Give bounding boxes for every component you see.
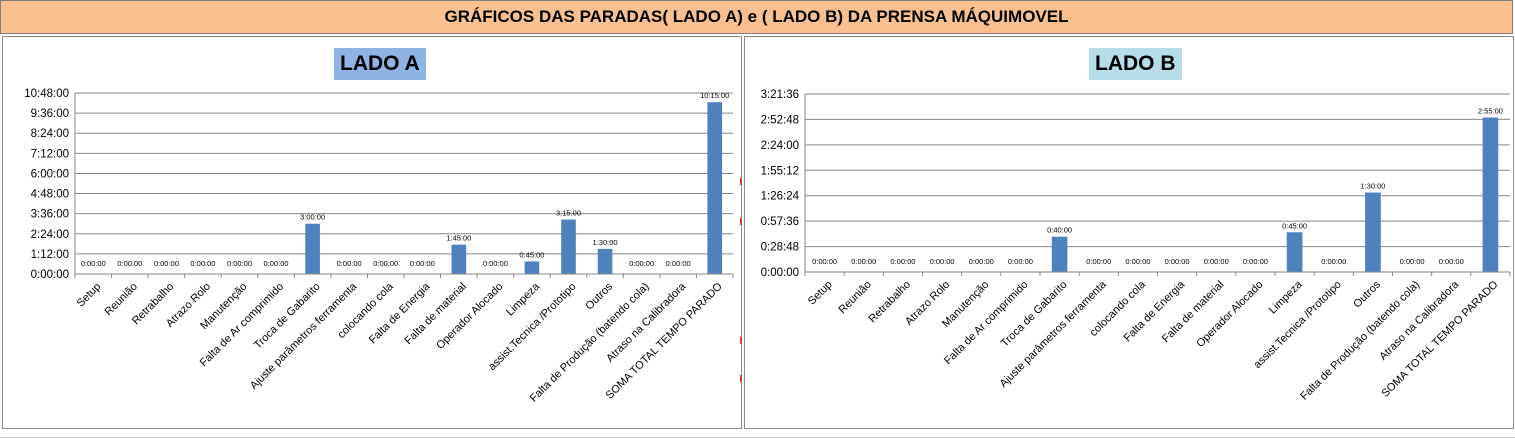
x-tick-label: Outros bbox=[583, 280, 615, 312]
data-label: 1:30:00 bbox=[593, 238, 618, 247]
data-label: 0:00:00 bbox=[1204, 257, 1229, 266]
data-label: 3:00:00 bbox=[300, 213, 325, 222]
data-label: 0:00:00 bbox=[373, 259, 398, 268]
data-label: 0:00:00 bbox=[410, 259, 435, 268]
bar bbox=[1365, 192, 1381, 272]
data-label: 0:00:00 bbox=[264, 259, 289, 268]
data-label: 0:00:00 bbox=[1125, 257, 1150, 266]
bar bbox=[1051, 236, 1068, 272]
data-label: 0:00:00 bbox=[337, 259, 362, 268]
bar bbox=[597, 248, 613, 274]
y-tick-label: 10:48:00 bbox=[24, 88, 69, 100]
red-marker bbox=[740, 218, 742, 225]
data-label: 0:00:00 bbox=[81, 259, 106, 268]
data-label: 2:55:00 bbox=[1478, 106, 1503, 115]
x-tick-label: Reunião bbox=[102, 281, 139, 318]
data-label: 0:00:00 bbox=[666, 259, 691, 268]
chart-title-lado-b: LADO B bbox=[1089, 48, 1182, 80]
y-tick-label: 7:12:00 bbox=[31, 148, 69, 160]
y-tick-label: 2:24:00 bbox=[761, 140, 799, 152]
y-tick-label: 0:57:36 bbox=[761, 216, 799, 228]
x-tick-label: Setup bbox=[75, 281, 104, 310]
data-label: 0:00:00 bbox=[969, 257, 994, 266]
page-title: GRÁFICOS DAS PARADAS( LADO A) e ( LADO B… bbox=[0, 0, 1513, 34]
red-marker bbox=[740, 375, 742, 382]
data-label: 0:45:00 bbox=[519, 250, 544, 259]
data-label: 10:15:00 bbox=[700, 91, 729, 100]
y-tick-label: 1:26:24 bbox=[761, 191, 800, 203]
bar bbox=[707, 102, 723, 274]
x-tick-label: Limpeza bbox=[1267, 278, 1306, 317]
y-tick-label: 1:12:00 bbox=[31, 249, 69, 261]
data-label: 0:00:00 bbox=[1086, 257, 1111, 266]
data-label: 0:00:00 bbox=[1165, 257, 1190, 266]
data-label: 0:00:00 bbox=[1008, 257, 1033, 266]
bar bbox=[1482, 117, 1499, 272]
x-tick-label: Troca de Gabarito bbox=[999, 279, 1070, 350]
divider bbox=[0, 437, 1515, 438]
y-tick-label: 3:21:36 bbox=[761, 89, 799, 101]
bar bbox=[1286, 232, 1303, 272]
y-tick-label: 8:24:00 bbox=[31, 128, 69, 140]
data-label: 0:00:00 bbox=[190, 259, 215, 268]
data-label: 0:40:00 bbox=[1047, 226, 1072, 235]
data-label: 0:00:00 bbox=[483, 259, 508, 268]
chart-title-lado-a: LADO A bbox=[334, 48, 426, 80]
data-label: 0:00:00 bbox=[812, 257, 837, 266]
red-marker bbox=[740, 337, 742, 344]
y-tick-label: 2:24:00 bbox=[31, 229, 69, 241]
data-label: 0:00:00 bbox=[227, 259, 252, 268]
x-tick-label: Outros bbox=[1351, 278, 1383, 310]
red-marker bbox=[740, 178, 742, 185]
data-label: 0:00:00 bbox=[890, 257, 915, 266]
y-tick-label: 9:36:00 bbox=[31, 108, 69, 120]
data-label: 0:00:00 bbox=[1243, 257, 1268, 266]
bar bbox=[561, 219, 576, 274]
bar bbox=[451, 244, 467, 274]
x-tick-label: Operador Alocado bbox=[1194, 279, 1265, 350]
data-label: 0:00:00 bbox=[930, 257, 955, 266]
data-label: 3:15:00 bbox=[556, 209, 581, 218]
bar bbox=[524, 261, 540, 274]
y-tick-label: 2:52:48 bbox=[761, 114, 799, 126]
chart-lado-b: 0:00:00 0:28:48 0:57:36 1:26:24 1:55:12 2:24:… bbox=[761, 89, 1511, 403]
data-label: 0:00:00 bbox=[1321, 257, 1346, 266]
data-label: 0:00:00 bbox=[1439, 257, 1464, 266]
y-tick-label: 6:00:00 bbox=[31, 168, 69, 180]
data-label: 0:00:00 bbox=[851, 257, 876, 266]
data-label: 1:45:00 bbox=[446, 234, 471, 243]
x-tick-label: Falta de material bbox=[403, 281, 469, 347]
chart-panel-lado-b: LADO B 0:00:00 0:28:48 0:57:36 1:26:24 1:55:… bbox=[744, 36, 1514, 429]
data-label: 0:00:00 bbox=[629, 259, 654, 268]
y-tick-label: 4:48:00 bbox=[31, 189, 69, 201]
x-tick-label: Troca de Gabarito bbox=[252, 281, 323, 352]
x-tick-label: Operador Alocado bbox=[434, 281, 505, 352]
data-label: 0:00:00 bbox=[117, 259, 142, 268]
data-label: 0:00:00 bbox=[1400, 257, 1425, 266]
data-label: 1:30:00 bbox=[1360, 182, 1385, 191]
chart-lado-a: 0:00:00 1:12:00 2:24:00 3:36:00 4:48:00 6:00:… bbox=[24, 88, 734, 405]
y-tick-label: 3:36:00 bbox=[31, 209, 69, 221]
y-tick-label: 1:55:12 bbox=[761, 165, 799, 177]
x-tick-label: Reunião bbox=[836, 279, 873, 316]
y-tick-label: 0:00:00 bbox=[761, 267, 799, 279]
y-tick-label: 0:00:00 bbox=[31, 269, 69, 281]
bar bbox=[305, 223, 320, 274]
x-tick-label: Setup bbox=[806, 279, 835, 308]
chart-panel-lado-a: LADO A 0:00:00 1:12:00 2:24:00 3:36:00 4:48:… bbox=[2, 36, 742, 429]
data-label: 0:00:00 bbox=[154, 259, 179, 268]
data-label: 0:45:00 bbox=[1282, 221, 1307, 230]
y-tick-label: 0:28:48 bbox=[761, 242, 799, 254]
